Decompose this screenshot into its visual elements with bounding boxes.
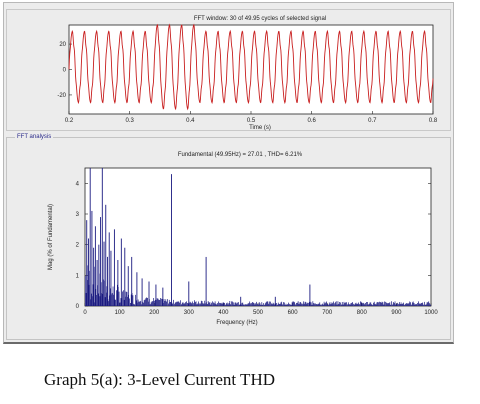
- spectrum-y-tick-label: 0: [76, 304, 80, 310]
- fft-analysis-label: FFT analysis: [15, 132, 54, 142]
- spectrum-ylabel: Mag (% of Fundamental): [48, 204, 54, 270]
- spectrum-x-tick-label: 500: [253, 310, 264, 316]
- spectrum-y-tick-label: 4: [76, 181, 80, 187]
- signal-x-tick-label: 0.7: [368, 118, 377, 124]
- spectrum-y-tick-label: 2: [76, 243, 80, 249]
- signal-x-tick-label: 0.2: [65, 118, 74, 124]
- signal-x-tick-label: 0.3: [125, 118, 134, 124]
- signal-panel: FFT window: 30 of 49.95 cycles of select…: [6, 9, 451, 131]
- signal-x-tick-label: 0.4: [186, 118, 195, 124]
- figure-caption: Graph 5(a): 3-Level Current THD: [44, 370, 275, 389]
- spectrum-x-tick-label: 200: [149, 310, 160, 316]
- signal-y-tick-label: 0: [63, 68, 67, 74]
- spectrum-noise-bars: [85, 265, 431, 306]
- spectrum-x-tick-label: 100: [115, 310, 126, 316]
- matlab-fft-screenshot: FFT window: 30 of 49.95 cycles of select…: [3, 2, 454, 344]
- signal-chart: FFT window: 30 of 49.95 cycles of select…: [57, 16, 438, 131]
- spectrum-x-tick-label: 0: [83, 310, 87, 316]
- signal-title: FFT window: 30 of 49.95 cycles of select…: [194, 16, 326, 22]
- spectrum-y-tick-label: 3: [76, 212, 80, 218]
- spectrum-title: Fundamental (49.95Hz) = 27.01 , THD= 6.2…: [178, 152, 303, 158]
- spectrum-xlabel: Frequency (Hz): [216, 320, 257, 326]
- spectrum-x-tick-label: 300: [184, 310, 195, 316]
- spectrum-x-tick-label: 600: [288, 310, 299, 316]
- signal-y-tick-label: 20: [59, 42, 66, 48]
- spectrum-x-tick-label: 800: [357, 310, 368, 316]
- spectrum-chart: Fundamental (49.95Hz) = 27.01 , THD= 6.2…: [48, 152, 438, 326]
- spectrum-plot-area: [84, 167, 432, 307]
- spectrum-y-tick-label: 1: [76, 273, 80, 279]
- spectrum-x-tick-label: 700: [322, 310, 333, 316]
- signal-xlabel: Time (s): [249, 125, 271, 131]
- fft-analysis-group: FFT analysis Fundamental (49.95Hz) = 27.…: [6, 132, 451, 340]
- signal-x-tick-label: 0.8: [429, 118, 438, 124]
- signal-x-tick-label: 0.5: [247, 118, 256, 124]
- signal-x-tick-label: 0.6: [307, 118, 316, 124]
- signal-y-tick-label: -20: [57, 93, 66, 99]
- spectrum-x-tick-label: 400: [218, 310, 229, 316]
- signal-waveform-line: [68, 23, 434, 111]
- spectrum-x-tick-label: 1000: [424, 310, 438, 316]
- spectrum-x-tick-label: 900: [391, 310, 402, 316]
